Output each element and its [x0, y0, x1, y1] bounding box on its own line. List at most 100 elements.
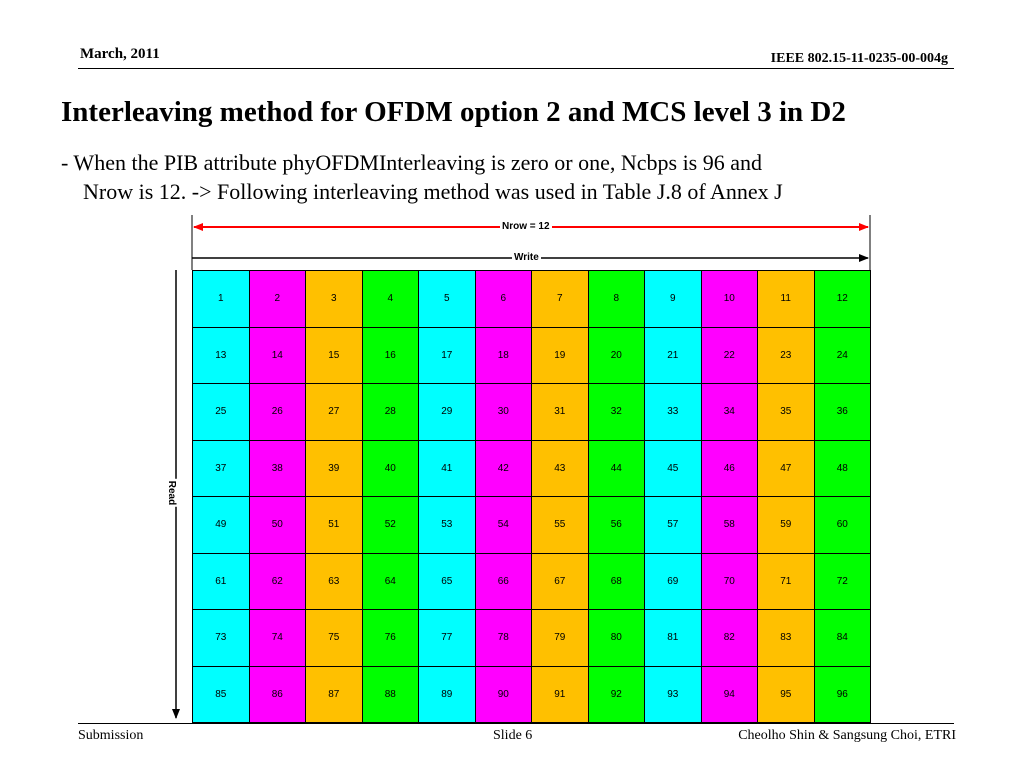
grid-cell: 46 — [701, 440, 758, 497]
grid-cell: 17 — [419, 327, 476, 384]
grid-cell: 37 — [193, 440, 250, 497]
grid-cell: 9 — [645, 271, 702, 328]
grid-cell: 59 — [758, 497, 815, 554]
grid-cell: 80 — [588, 610, 645, 667]
body-text: - When the PIB attribute phyOFDMInterlea… — [61, 148, 783, 206]
grid-cell: 40 — [362, 440, 419, 497]
grid-cell: 45 — [645, 440, 702, 497]
grid-cell: 4 — [362, 271, 419, 328]
grid-cell: 92 — [588, 666, 645, 723]
interleaver-grid: 1 2 3 4 5 6 7 8 9 10 11 12 13 14 15 16 17 18 19 20 21 22 23 24 2… — [192, 270, 871, 723]
grid-cell: 3 — [306, 271, 363, 328]
grid-cell: 57 — [645, 497, 702, 554]
grid-cell: 27 — [306, 384, 363, 441]
body-line-2: Nrow is 12. -> Following interleaving me… — [83, 179, 783, 204]
grid-cell: 90 — [475, 666, 532, 723]
grid-cell: 39 — [306, 440, 363, 497]
grid-cell: 49 — [193, 497, 250, 554]
grid-cell: 29 — [419, 384, 476, 441]
grid-cell: 55 — [532, 497, 589, 554]
grid-cell: 75 — [306, 610, 363, 667]
grid-cell: 93 — [645, 666, 702, 723]
grid-cell: 32 — [588, 384, 645, 441]
write-label: Write — [512, 252, 541, 264]
grid-cell: 11 — [758, 271, 815, 328]
grid-cell: 91 — [532, 666, 589, 723]
grid-cell: 62 — [249, 553, 306, 610]
grid-cell: 13 — [193, 327, 250, 384]
grid-cell: 35 — [758, 384, 815, 441]
grid-cell: 36 — [814, 384, 871, 441]
grid-cell: 31 — [532, 384, 589, 441]
grid-cell: 68 — [588, 553, 645, 610]
grid-cell: 73 — [193, 610, 250, 667]
grid-cell: 18 — [475, 327, 532, 384]
grid-cell: 71 — [758, 553, 815, 610]
grid-cell: 89 — [419, 666, 476, 723]
grid-cell: 95 — [758, 666, 815, 723]
grid-cell: 30 — [475, 384, 532, 441]
grid-cell: 72 — [814, 553, 871, 610]
grid-cell: 42 — [475, 440, 532, 497]
grid-cell: 70 — [701, 553, 758, 610]
grid-cell: 78 — [475, 610, 532, 667]
footer-rule — [78, 723, 954, 724]
header-doc-id: IEEE 802.15-11-0235-00-004g — [770, 51, 948, 66]
grid-cell: 77 — [419, 610, 476, 667]
grid-cell: 74 — [249, 610, 306, 667]
footer-submission: Submission — [78, 728, 144, 743]
grid-cell: 96 — [814, 666, 871, 723]
grid-cell: 15 — [306, 327, 363, 384]
grid-cell: 60 — [814, 497, 871, 554]
grid-cell: 1 — [193, 271, 250, 328]
grid-cell: 81 — [645, 610, 702, 667]
grid-cell: 44 — [588, 440, 645, 497]
grid-cell: 23 — [758, 327, 815, 384]
nrow-label: Nrow = 12 — [500, 221, 552, 233]
grid-cell: 51 — [306, 497, 363, 554]
grid-cell: 41 — [419, 440, 476, 497]
grid-cell: 82 — [701, 610, 758, 667]
grid-cell: 52 — [362, 497, 419, 554]
grid-cell: 28 — [362, 384, 419, 441]
grid-cell: 88 — [362, 666, 419, 723]
grid-cell: 64 — [362, 553, 419, 610]
grid-cell: 54 — [475, 497, 532, 554]
grid-cell: 16 — [362, 327, 419, 384]
body-line-1: - When the PIB attribute phyOFDMInterlea… — [61, 150, 763, 175]
grid-cell: 5 — [419, 271, 476, 328]
grid-cell: 8 — [588, 271, 645, 328]
grid-cell: 79 — [532, 610, 589, 667]
grid-cell: 47 — [758, 440, 815, 497]
grid-cell: 50 — [249, 497, 306, 554]
grid-cell: 12 — [814, 271, 871, 328]
grid-cell: 76 — [362, 610, 419, 667]
grid-cell: 63 — [306, 553, 363, 610]
grid-cell: 83 — [758, 610, 815, 667]
grid-cell: 33 — [645, 384, 702, 441]
grid-cell: 43 — [532, 440, 589, 497]
grid-cell: 6 — [475, 271, 532, 328]
grid-cell: 21 — [645, 327, 702, 384]
grid-cell: 65 — [419, 553, 476, 610]
read-label: Read — [165, 478, 178, 508]
grid-cell: 94 — [701, 666, 758, 723]
grid-cell: 38 — [249, 440, 306, 497]
grid-cell: 7 — [532, 271, 589, 328]
grid-cell: 86 — [249, 666, 306, 723]
grid-cell: 66 — [475, 553, 532, 610]
grid-cell: 56 — [588, 497, 645, 554]
grid-cell: 53 — [419, 497, 476, 554]
grid-cell: 14 — [249, 327, 306, 384]
grid-cell: 34 — [701, 384, 758, 441]
header-rule — [78, 68, 954, 69]
grid-cell: 22 — [701, 327, 758, 384]
grid-cell: 25 — [193, 384, 250, 441]
grid-cell: 61 — [193, 553, 250, 610]
grid-cell: 20 — [588, 327, 645, 384]
grid-cell: 87 — [306, 666, 363, 723]
grid-cell: 2 — [249, 271, 306, 328]
footer-slide-number: Slide 6 — [493, 728, 533, 743]
grid-cell: 58 — [701, 497, 758, 554]
grid-cell: 24 — [814, 327, 871, 384]
